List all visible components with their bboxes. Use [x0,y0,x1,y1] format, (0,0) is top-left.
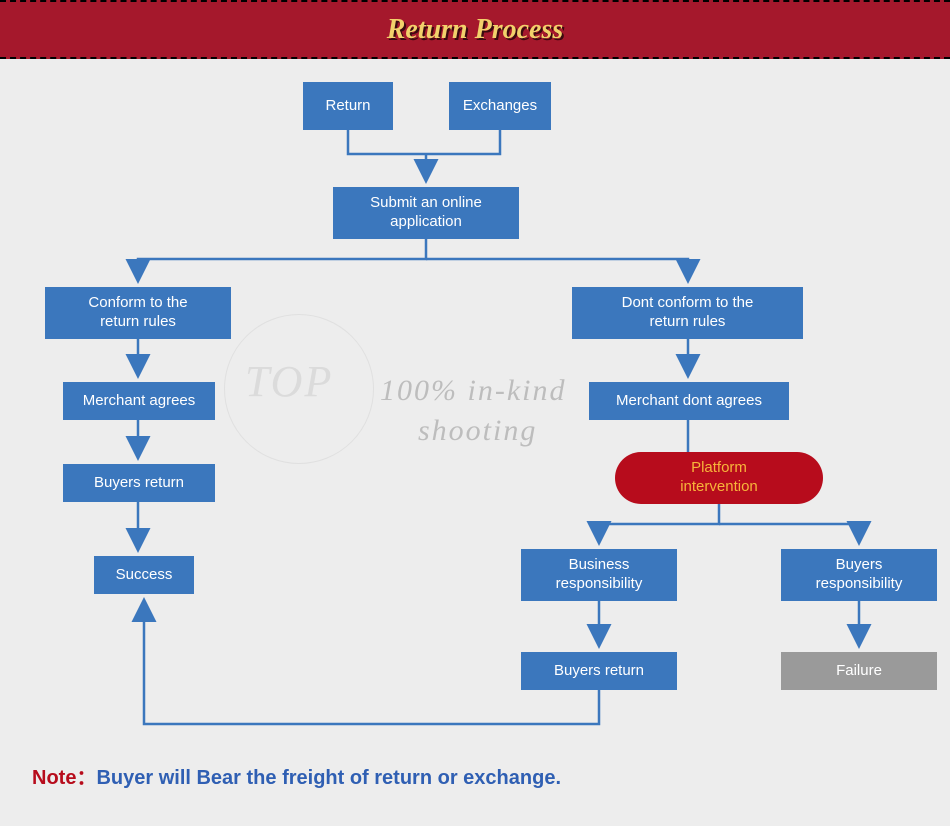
node-buyresp: Buyers responsibility [781,549,937,601]
node-buyersret2: Buyers return [521,652,677,690]
note-label: Note： [32,767,96,789]
node-conform: Conform to the return rules [45,287,231,339]
watermark-top: TOP [245,356,333,407]
node-failure: Failure [781,652,937,690]
banner: Return Process [0,0,950,59]
node-exchanges: Exchanges [449,82,551,130]
node-bizresp: Business responsibility [521,549,677,601]
note-text: Buyer will Bear the freight of return or… [96,767,561,789]
node-platform: Platform intervention [615,452,823,504]
watermark-line1: 100% in-kind [380,374,566,408]
flowchart-canvas: TOP 100% in-kind shooting Note：Buyer wil… [0,59,950,826]
node-success: Success [94,556,194,594]
node-buyersret1: Buyers return [63,464,215,502]
note: Note：Buyer will Bear the freight of retu… [32,761,561,790]
node-mdontagree: Merchant dont agrees [589,382,789,420]
banner-title: Return Process [387,14,564,46]
node-magree: Merchant agrees [63,382,215,420]
node-submit: Submit an online application [333,187,519,239]
watermark-line2: shooting [418,414,537,448]
node-return: Return [303,82,393,130]
node-noconform: Dont conform to the return rules [572,287,803,339]
